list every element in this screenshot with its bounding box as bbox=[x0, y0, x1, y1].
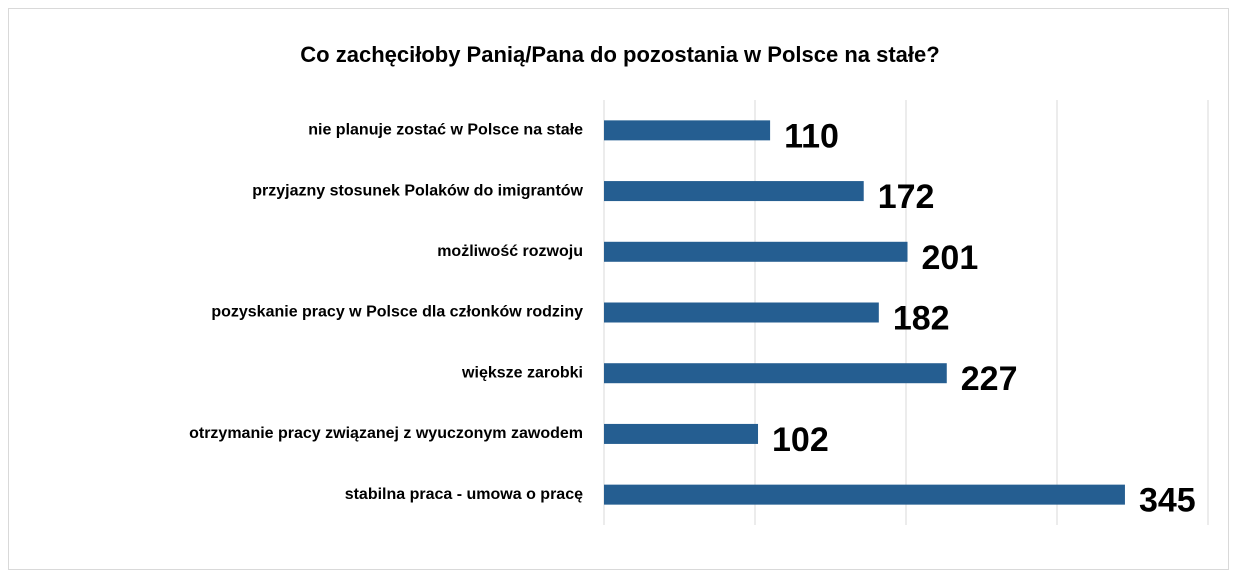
value-label: 227 bbox=[961, 360, 1018, 398]
bar bbox=[604, 120, 771, 141]
bar bbox=[604, 181, 864, 202]
value-label: 182 bbox=[893, 299, 950, 337]
y-tick-label: stabilna praca - umowa o pracę bbox=[345, 486, 583, 503]
chart-title: Co zachęciłoby Panią/Pana do pozostania … bbox=[300, 42, 939, 67]
value-label: 172 bbox=[878, 178, 935, 216]
y-tick-label: możliwość rozwoju bbox=[437, 243, 583, 260]
value-label: 345 bbox=[1139, 482, 1196, 520]
bar bbox=[604, 423, 759, 444]
value-label: 201 bbox=[922, 239, 979, 277]
bar bbox=[604, 363, 947, 384]
y-tick-label: większe zarobki bbox=[461, 364, 583, 381]
bar bbox=[604, 241, 908, 262]
y-tick-label: nie planuje zostać w Polsce na stałe bbox=[308, 122, 583, 139]
chart-frame bbox=[8, 8, 1229, 570]
bar bbox=[604, 484, 1125, 505]
y-tick-label: pozyskanie pracy w Polsce dla członków r… bbox=[211, 304, 583, 321]
y-tick-label: przyjazny stosunek Polaków do imigrantów bbox=[252, 182, 583, 199]
bar bbox=[604, 302, 879, 323]
value-label: 102 bbox=[772, 421, 829, 459]
y-tick-label: otrzymanie pracy związanej z wyuczonym z… bbox=[189, 425, 583, 442]
value-label: 110 bbox=[784, 117, 839, 155]
